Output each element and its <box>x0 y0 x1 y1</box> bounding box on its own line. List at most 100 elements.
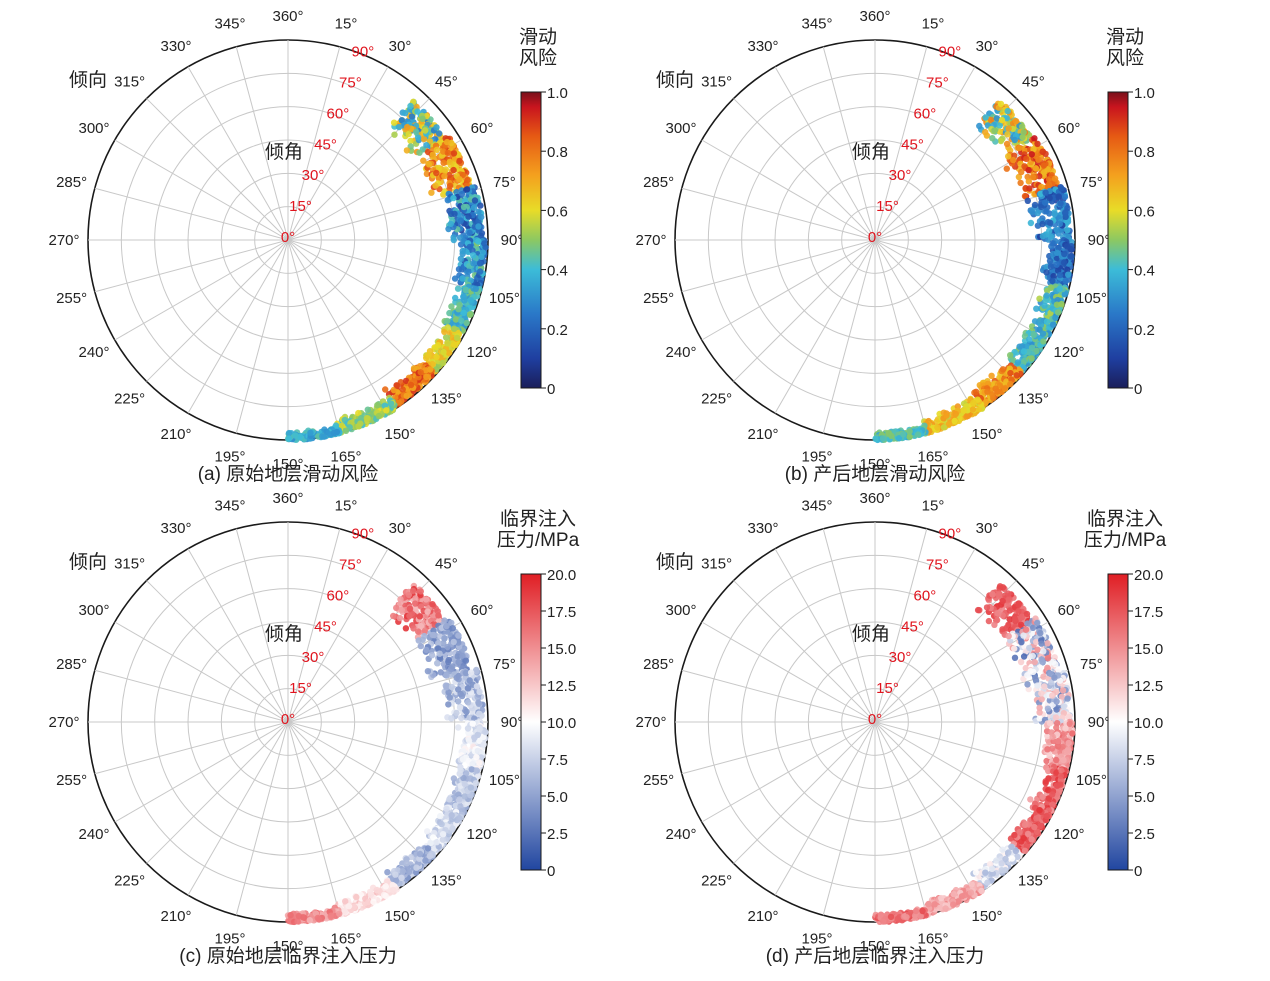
azimuth-tick-label: 285° <box>643 174 674 191</box>
azimuth-tick-label: 270° <box>48 232 79 249</box>
dip-axis-label: 倾角 <box>265 141 303 163</box>
scatter-point <box>390 119 398 126</box>
scatter-point <box>1047 219 1054 226</box>
scatter-point <box>398 117 405 124</box>
colorbar-tick-label: 0.8 <box>547 144 568 161</box>
scatter-point <box>382 883 389 890</box>
scatter-point <box>444 317 451 325</box>
azimuth-spoke <box>146 239 289 382</box>
panel-caption: (a) 原始地层滑动风险 <box>198 463 379 485</box>
scatter-point <box>906 428 913 435</box>
scatter-point <box>436 650 443 657</box>
colorbar-tick-label: 0.6 <box>1134 203 1155 220</box>
direction-axis-label: 倾向 <box>69 551 107 573</box>
scatter-point <box>336 910 343 917</box>
scatter-point <box>1005 849 1012 856</box>
scatter-point <box>1020 129 1027 136</box>
azimuth-tick-label: 90° <box>501 232 524 249</box>
scatter-point <box>1023 155 1030 162</box>
scatter-point <box>422 367 429 374</box>
scatter-point <box>459 756 467 763</box>
scatter-point <box>473 683 481 690</box>
scatter-point <box>1012 118 1020 125</box>
scatter-point <box>437 669 444 676</box>
scatter-point <box>471 197 479 204</box>
scatter-point <box>1032 165 1040 172</box>
scatter-point <box>984 879 991 886</box>
azimuth-tick-label: 105° <box>489 772 520 789</box>
scatter-point <box>1053 226 1060 234</box>
dip-tick-label: 30° <box>889 167 912 184</box>
scatter-point <box>395 123 403 131</box>
azimuth-spoke <box>287 66 389 241</box>
scatter-point <box>1024 681 1031 688</box>
dip-tick-labels: 0°15°30°45°60°75°90° <box>281 44 374 246</box>
azimuth-tick-label: 345° <box>214 16 245 33</box>
scatter-point <box>476 710 483 717</box>
azimuth-tick-label: 150° <box>384 426 415 443</box>
scatter-point <box>435 164 443 172</box>
scatter-point <box>1031 658 1038 666</box>
scatter-point <box>416 149 423 156</box>
scatter-point <box>1060 757 1067 764</box>
scatter-point <box>991 621 998 628</box>
scatter-point <box>404 123 411 131</box>
scatter-point <box>384 869 391 876</box>
dip-tick-label: 90° <box>352 44 375 61</box>
scatter-point <box>451 210 458 217</box>
colorbar-title: 滑动 <box>1106 26 1144 48</box>
scatter-point <box>960 407 967 414</box>
scatter-point <box>446 309 453 317</box>
azimuth-tick-label: 360° <box>859 8 890 25</box>
scatter-point <box>375 412 383 420</box>
azimuth-spoke <box>733 239 876 382</box>
scatter-point <box>450 150 458 157</box>
scatter-point <box>1042 189 1049 196</box>
scatter-point <box>1014 359 1022 366</box>
azimuth-tick-label: 195° <box>214 448 245 465</box>
scatter-point <box>405 130 412 138</box>
scatter-point <box>446 694 453 701</box>
scatter-point <box>413 128 420 136</box>
dip-tick-label: 15° <box>289 680 312 697</box>
scatter-point <box>458 714 465 722</box>
scatter-point <box>1049 801 1056 808</box>
colorbar-tick-label: 0.4 <box>1134 263 1155 280</box>
scatter-point <box>1023 610 1031 618</box>
scatter-point <box>442 682 449 689</box>
scatter-point <box>1047 233 1055 240</box>
colorbar-tick-label: 1.0 <box>547 85 568 102</box>
scatter-point <box>466 243 474 251</box>
azimuth-tick-label: 315° <box>114 74 145 91</box>
dip-tick-label: 45° <box>314 618 337 635</box>
dip-axis-label: 倾角 <box>852 141 890 163</box>
scatter-point <box>466 229 473 237</box>
scatter-point <box>1021 847 1029 854</box>
dip-tick-label: 15° <box>289 198 312 215</box>
scatter-point <box>1035 156 1042 163</box>
scatter-point <box>330 429 338 437</box>
scatter-point <box>1051 674 1058 681</box>
scatter-point <box>423 596 430 603</box>
scatter-point <box>357 420 364 427</box>
azimuth-tick-label: 150° <box>971 426 1002 443</box>
scatter-point <box>1019 123 1026 130</box>
scatter-point <box>392 871 399 878</box>
scatter-point <box>433 124 440 131</box>
scatter-point <box>1044 655 1052 662</box>
scatter-point <box>1040 648 1047 655</box>
azimuth-tick-label: 120° <box>1053 344 1084 361</box>
scatter-point <box>1044 705 1052 712</box>
scatter-point <box>425 161 433 168</box>
scatter-point <box>1039 330 1047 337</box>
azimuth-tick-label: 150° <box>384 908 415 925</box>
azimuth-spoke <box>94 239 289 293</box>
scatter-point <box>1044 640 1051 647</box>
scatter-point <box>1034 140 1041 147</box>
azimuth-tick-label: 225° <box>114 872 145 889</box>
azimuth-tick-label: 150° <box>272 456 303 473</box>
scatter-point <box>1038 183 1045 191</box>
azimuth-spoke <box>733 98 876 241</box>
azimuth-spoke <box>701 239 876 341</box>
